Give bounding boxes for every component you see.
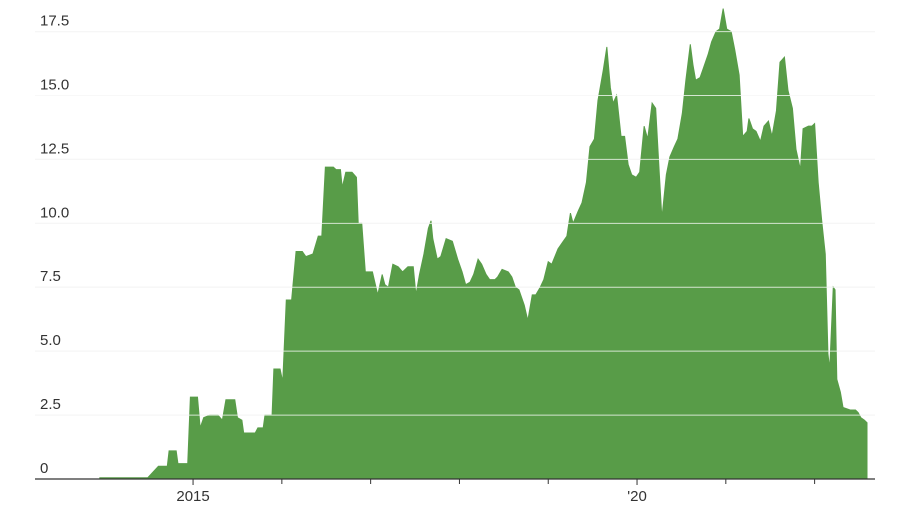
y-tick-label: 2.5 — [40, 396, 61, 413]
y-tick-label: 5.0 — [40, 332, 61, 349]
area — [99, 8, 868, 480]
y-tick-label: 12.5 — [40, 140, 69, 157]
y-tick-label: 15.0 — [40, 76, 69, 93]
y-tick-label: 10.0 — [40, 204, 69, 221]
y-tick-label: 7.5 — [40, 268, 61, 285]
y-tick-label: 17.5 — [40, 13, 69, 30]
x-tick-label: '20 — [627, 488, 647, 505]
y-tick-label: 0 — [40, 460, 48, 477]
x-tick-label: 2015 — [176, 488, 209, 505]
